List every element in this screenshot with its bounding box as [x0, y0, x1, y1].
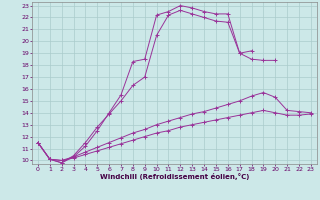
- X-axis label: Windchill (Refroidissement éolien,°C): Windchill (Refroidissement éolien,°C): [100, 173, 249, 180]
